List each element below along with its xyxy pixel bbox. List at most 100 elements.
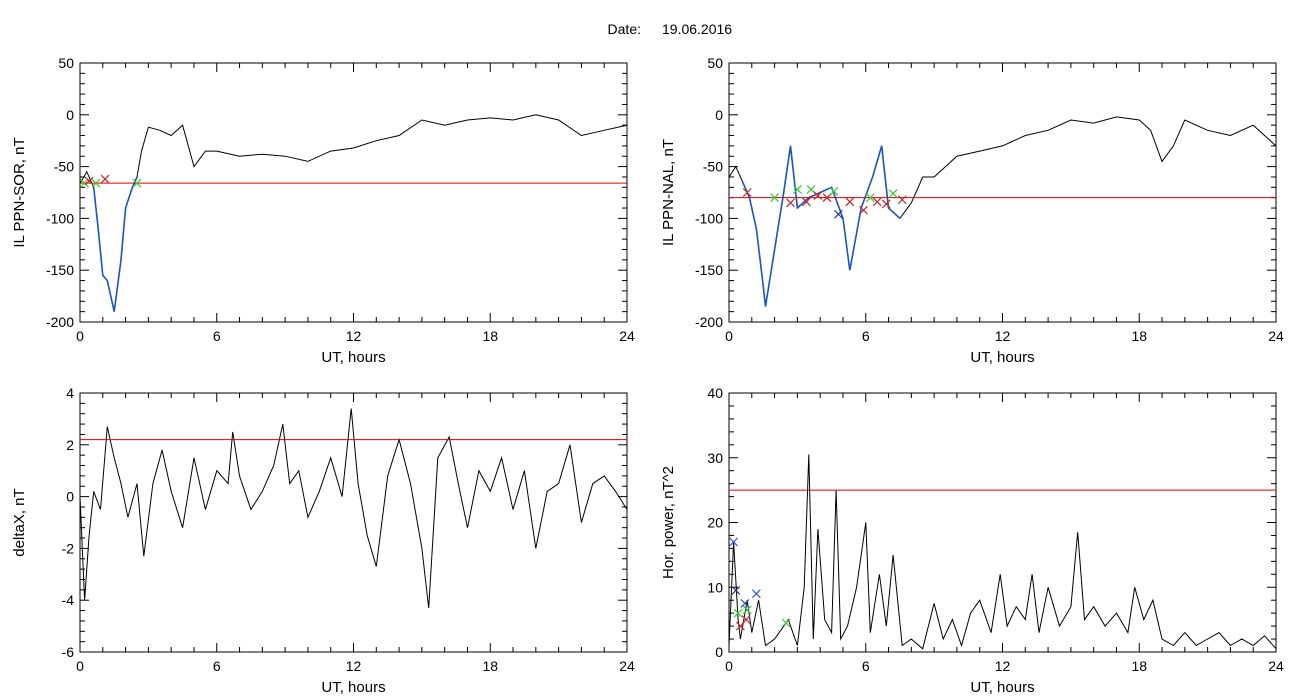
event-marker <box>792 184 802 194</box>
event-marker <box>829 187 839 196</box>
date-header: Date: 19.06.2016 <box>608 21 733 37</box>
event-marker <box>742 605 752 615</box>
x-tick-label: 18 <box>482 328 498 344</box>
x-axis-label: UT, hours <box>321 679 385 696</box>
chart-panel-sor: 0 6 12 18 24 50 0 -50 -100 -150 -200 UT, hours IL PP… <box>11 55 635 366</box>
event-marker <box>786 198 795 208</box>
event-marker <box>751 589 761 599</box>
event-marker-stroke <box>865 193 875 203</box>
event-marker <box>84 176 94 186</box>
x-tick-label: 6 <box>213 658 221 674</box>
plot-frame <box>728 62 1277 323</box>
series-line <box>79 114 628 312</box>
x-axis-label: UT, hours <box>970 349 1034 366</box>
event-marker <box>845 197 855 207</box>
event-marker <box>733 608 743 618</box>
y-tick-label: -50 <box>54 159 74 175</box>
x-tick-label: 24 <box>1268 658 1284 674</box>
x-tick-label: 12 <box>995 658 1011 674</box>
x-tick-label: 0 <box>76 658 84 674</box>
event-marker <box>781 618 791 628</box>
x-axis-label: UT, hours <box>970 679 1034 696</box>
x-tick-label: 0 <box>725 328 733 344</box>
event-marker <box>833 209 843 219</box>
x-axis-label: UT, hours <box>321 349 385 366</box>
y-tick-label: 50 <box>58 55 74 71</box>
y-axis-label: Hor. power, nT^2 <box>660 466 677 579</box>
event-marker-stroke <box>132 178 142 188</box>
event-marker-stroke <box>740 599 750 608</box>
y-tick-label: -150 <box>695 262 723 278</box>
event-marker-stroke <box>742 188 752 197</box>
x-tick-label: 24 <box>1268 328 1284 344</box>
y-tick-label: -200 <box>46 314 74 330</box>
y-tick-label: 40 <box>707 385 723 401</box>
event-marker-stroke <box>781 618 791 628</box>
y-tick-label: 10 <box>707 579 723 595</box>
event-marker <box>865 193 875 203</box>
y-tick-label: 4 <box>66 385 74 401</box>
y-tick-label: 20 <box>707 515 723 531</box>
event-marker <box>132 178 142 188</box>
event-marker-stroke <box>741 615 751 625</box>
y-tick-label: 0 <box>66 489 74 505</box>
event-marker <box>872 197 882 207</box>
y-axis-label: IL PPN-SOR, nT <box>11 137 28 247</box>
plot-frame <box>79 62 628 323</box>
x-tick-label: 24 <box>619 658 635 674</box>
event-marker <box>813 191 823 201</box>
event-marker-stroke <box>729 537 738 547</box>
y-tick-label: -200 <box>695 314 723 330</box>
y-tick-label: -150 <box>46 262 74 278</box>
event-marker-stroke <box>770 193 780 203</box>
event-marker-stroke <box>881 199 891 209</box>
event-marker-stroke <box>100 174 110 184</box>
x-tick-label: 12 <box>346 328 362 344</box>
x-tick-label: 12 <box>346 658 362 674</box>
event-marker-stroke <box>888 189 898 198</box>
event-marker <box>741 615 751 625</box>
chart-panel-deltax: 0 6 12 18 24 4 2 0 -2 -4 -6 UT, hours deltaX, nT <box>11 385 635 696</box>
event-marker <box>881 199 891 209</box>
event-marker-stroke <box>813 191 823 201</box>
event-marker-stroke <box>802 197 811 207</box>
y-axis-label: deltaX, nT <box>11 488 28 556</box>
x-tick-label: 6 <box>862 658 870 674</box>
event-marker-stroke <box>872 197 882 207</box>
event-marker <box>740 599 750 608</box>
event-marker-stroke <box>84 176 94 186</box>
event-marker <box>731 586 741 595</box>
event-marker-stroke <box>897 195 907 205</box>
event-marker <box>859 205 868 215</box>
y-tick-label: 0 <box>715 107 723 123</box>
y-tick-label: -100 <box>46 210 74 226</box>
x-tick-label: 24 <box>619 328 635 344</box>
event-marker-stroke <box>845 197 855 207</box>
event-marker <box>770 193 780 203</box>
event-marker <box>742 188 752 197</box>
event-marker <box>897 195 907 205</box>
date-value: 19.06.2016 <box>662 21 732 37</box>
x-tick-label: 18 <box>1131 658 1147 674</box>
y-tick-label: -4 <box>62 592 75 608</box>
y-tick-label: -6 <box>62 644 75 660</box>
x-tick-label: 18 <box>482 658 498 674</box>
x-tick-label: 0 <box>76 328 84 344</box>
event-marker-stroke <box>731 586 741 595</box>
x-tick-label: 18 <box>1131 328 1147 344</box>
event-marker-stroke <box>806 184 816 194</box>
y-tick-label: -50 <box>703 159 723 175</box>
event-marker <box>888 189 898 198</box>
event-marker <box>729 537 738 547</box>
x-tick-label: 0 <box>725 658 733 674</box>
y-tick-label: 2 <box>66 437 74 453</box>
event-marker-stroke <box>859 205 868 215</box>
y-axis-label: IL PPN-NAL, nT <box>660 139 677 246</box>
event-marker-stroke <box>786 198 795 208</box>
highlight-segment <box>741 145 901 307</box>
y-tick-label: 50 <box>707 55 723 71</box>
highlight-segment <box>92 176 138 312</box>
event-marker-stroke <box>733 608 743 618</box>
y-tick-label: 0 <box>715 644 723 660</box>
